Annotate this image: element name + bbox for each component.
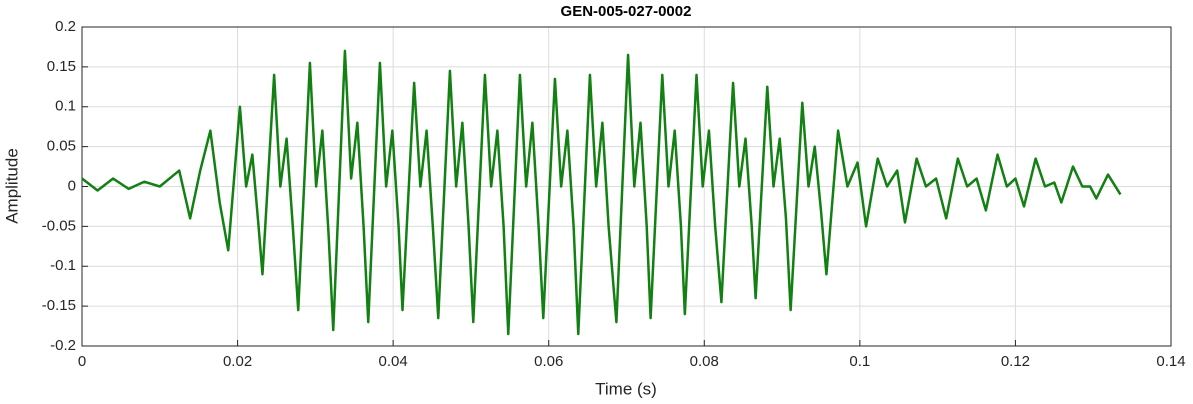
plot-frame	[81, 26, 1172, 347]
x-tick-label: 0.02	[223, 353, 252, 370]
x-tick-label: 0.06	[534, 353, 563, 370]
x-axis-label: Time (s)	[595, 379, 657, 398]
waveform-line	[81, 49, 1122, 336]
chart-title: GEN-005-027-0002	[561, 3, 692, 20]
y-tick-label: 0.1	[55, 98, 76, 115]
y-tick-label: -0.15	[42, 297, 76, 314]
x-tick-label: 0.08	[690, 353, 719, 370]
y-tick-label: -0.05	[42, 217, 76, 234]
y-tick-label: 0.05	[47, 138, 76, 155]
x-tick-label: 0.14	[1156, 353, 1185, 370]
x-tick-label: 0.04	[379, 353, 408, 370]
x-tick-label: 0.12	[1001, 353, 1030, 370]
y-tick-label: 0	[68, 177, 76, 194]
y-tick-label: -0.1	[50, 257, 76, 274]
y-tick-label: 0.15	[47, 58, 76, 75]
y-axis-label: Amplitude	[2, 148, 21, 224]
x-tick-label: 0	[78, 353, 86, 370]
y-tick-label: 0.2	[55, 18, 76, 35]
y-tick-label: -0.2	[50, 337, 76, 354]
x-tick-label: 0.1	[849, 353, 870, 370]
